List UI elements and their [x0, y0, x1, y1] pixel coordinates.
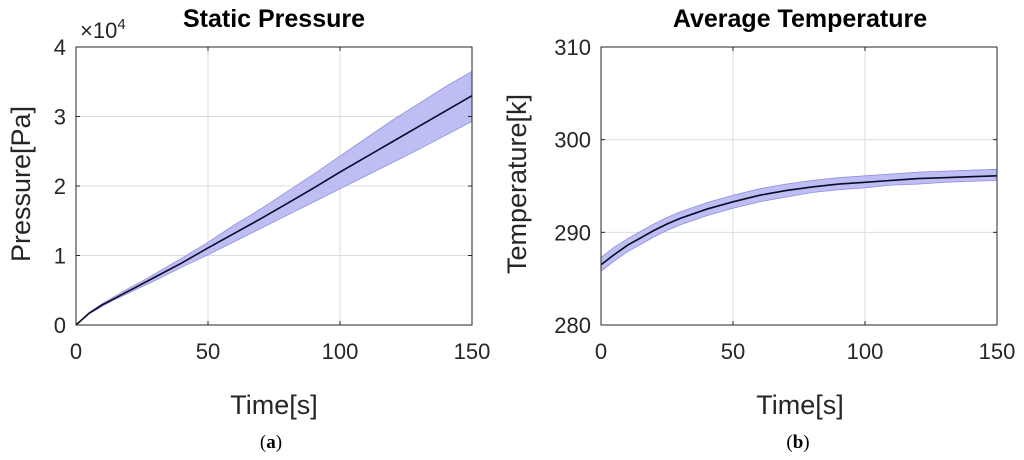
x-tick-label: 50 — [721, 339, 745, 364]
x-tick-label: 100 — [322, 339, 359, 364]
y-tick-label: 1 — [54, 244, 66, 269]
y-tick-label: 0 — [54, 313, 66, 338]
x-axis-label: Time[s] — [756, 390, 844, 420]
mean-series-line — [75, 95, 473, 326]
x-tick-label: 0 — [595, 339, 607, 364]
y-tick-label: 300 — [554, 128, 591, 153]
y-tick-label: 310 — [554, 35, 591, 60]
ticks: 0 50 100 150 280 290 300 310 — [554, 35, 1015, 364]
mean-line — [600, 175, 998, 266]
panel-caption: (a) — [260, 432, 282, 453]
y-tick-label: 2 — [54, 174, 66, 199]
x-tick-label: 150 — [979, 339, 1016, 364]
y-tick-label: 280 — [554, 313, 591, 338]
mean-line — [75, 95, 473, 326]
y-multiplier-exponent: 4 — [117, 16, 125, 33]
uncertainty-band — [600, 168, 998, 273]
y-multiplier: ×104 — [80, 16, 126, 43]
x-axis-label: Time[s] — [230, 390, 318, 420]
y-axis-label: Temperature[k] — [502, 94, 532, 274]
grid-lines — [76, 47, 472, 325]
y-axis-label: Pressure[Pa] — [6, 106, 36, 262]
y-tick-label: 290 — [554, 220, 591, 245]
y-tick-label: 4 — [54, 35, 66, 60]
x-tick-label: 100 — [847, 339, 884, 364]
mean-series-line — [600, 175, 998, 266]
confidence-band — [600, 168, 998, 273]
y-tick-label: 3 — [54, 105, 66, 130]
x-tick-label: 50 — [196, 339, 220, 364]
panel-caption: (b) — [786, 432, 809, 453]
y-multiplier-base: ×10 — [80, 18, 117, 43]
chart-title: Static Pressure — [183, 5, 365, 33]
axes-box — [600, 46, 998, 326]
average-temperature-chart: 0 50 100 150 280 290 300 310 Average Temperatur… — [502, 5, 1015, 453]
x-tick-label: 150 — [454, 339, 491, 364]
ticks: 0 50 100 150 0 1 2 3 4 — [54, 35, 491, 364]
x-tick-label: 0 — [70, 339, 82, 364]
chart-title: Average Temperature — [673, 5, 927, 33]
